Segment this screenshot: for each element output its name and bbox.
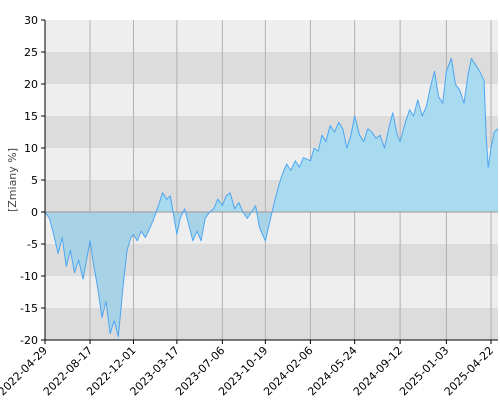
- y-tick-label: 25: [24, 46, 38, 59]
- series-line: [44, 57, 499, 338]
- y-tick-label: 20: [24, 78, 38, 91]
- y-tick-label: 30: [24, 14, 38, 27]
- y-tick-label: 0: [31, 206, 38, 219]
- area-negative: [45, 212, 498, 337]
- y-tick-label: -10: [20, 270, 38, 283]
- y-axis-ticks: 30 25 20 15 10 5 0 -5 -10 -15 -20: [20, 14, 45, 347]
- background-band: [45, 20, 498, 52]
- y-tick-label: -20: [20, 334, 38, 347]
- y-axis-label: [Zmiany %]: [6, 148, 19, 212]
- y-tick-label: 10: [24, 142, 38, 155]
- background-band: [45, 84, 498, 116]
- y-tick-label: -5: [27, 238, 38, 251]
- area-fills: [45, 58, 498, 337]
- y-tick-label: 5: [31, 174, 38, 187]
- y-tick-label: -15: [20, 302, 38, 315]
- area-positive: [45, 58, 498, 212]
- series-lines: [44, 57, 499, 338]
- background-band: [45, 52, 498, 84]
- x-axis-ticks: 2022-04-292022-08-172022-12-012023-03-17…: [0, 340, 496, 398]
- y-tick-label: 15: [24, 110, 38, 123]
